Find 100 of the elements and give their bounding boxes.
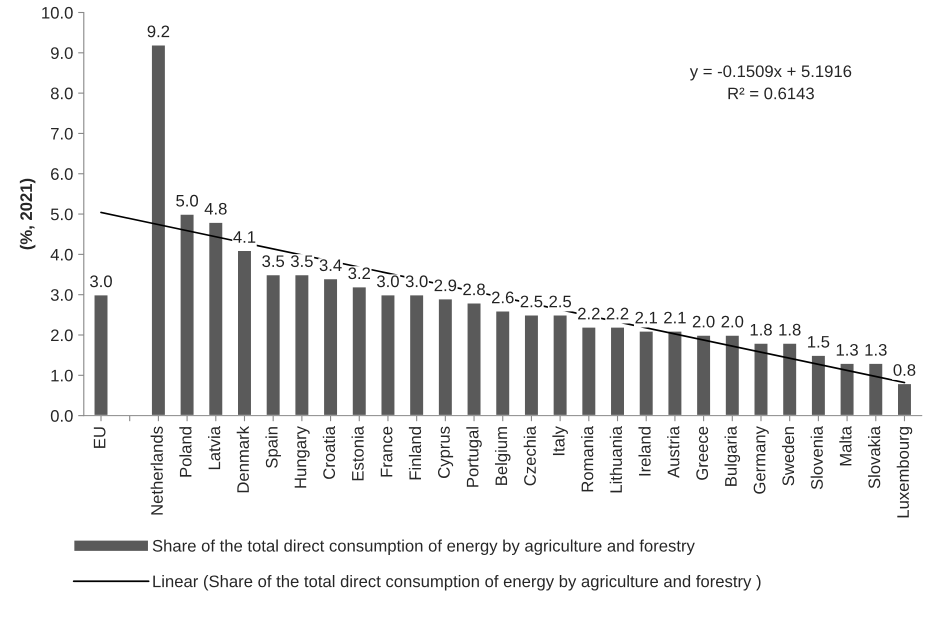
- y-tick-label: 10.0: [42, 6, 73, 19]
- bar: [724, 334, 740, 416]
- y-tick-label: 8.0: [50, 88, 73, 100]
- data-label: 1.8: [750, 324, 772, 336]
- bar: [610, 326, 626, 416]
- bar: [667, 330, 683, 416]
- x-tick-label: Portugal: [466, 427, 482, 487]
- x-tick-label: Romania: [581, 426, 594, 492]
- bar: [524, 314, 540, 416]
- data-label: 2.1: [664, 312, 686, 324]
- x-tick-label: Denmark: [236, 426, 249, 492]
- annotation: y = -0.1509x + 5.1916: [690, 65, 852, 80]
- data-label: 2.2: [606, 308, 628, 320]
- x-tick-label: Czechia: [524, 426, 536, 486]
- x-tick-label: Spain: [265, 427, 281, 468]
- bar: [466, 302, 482, 416]
- x-tick-label: Malta: [839, 426, 852, 466]
- bar: [93, 294, 109, 416]
- data-label: 2.5: [549, 296, 572, 308]
- x-tick-label: Ireland: [638, 427, 651, 476]
- x-tick-label: Slovenia: [810, 426, 823, 490]
- data-label: 5.0: [176, 194, 198, 207]
- data-label: 3.5: [290, 255, 313, 268]
- data-label: 3.5: [262, 255, 284, 268]
- x-tick-label: Slovakia: [868, 426, 880, 488]
- x-tick-label: Sweden: [782, 427, 794, 486]
- x-tick-label: EU: [94, 427, 106, 448]
- x-tick-label: Germany: [754, 426, 769, 494]
- data-label: 3.4: [320, 259, 342, 272]
- y-tick-label: 9.0: [50, 47, 73, 60]
- bar: [552, 314, 568, 416]
- bar: [839, 362, 855, 416]
- bar: [896, 382, 912, 416]
- bar: [580, 326, 597, 416]
- x-tick-label: Belgium: [494, 427, 511, 485]
- y-tick-label: 2.0: [51, 329, 73, 342]
- data-label: 3.2: [348, 267, 370, 280]
- bar: [782, 342, 798, 416]
- bar: [437, 298, 454, 416]
- data-label: 4.1: [233, 231, 256, 243]
- legend-label: Share of the total direct consumption of energy by agriculture and forestry: [152, 539, 695, 556]
- y-tick-label: 3.0: [50, 289, 73, 301]
- bar: [150, 44, 166, 416]
- x-tick-label: Austria: [667, 426, 680, 478]
- x-tick-label: Latvia: [208, 426, 220, 470]
- data-label: 3.0: [377, 275, 399, 288]
- data-label: 3.0: [406, 275, 428, 288]
- y-tick-label: 0.0: [50, 410, 73, 422]
- bar: [494, 310, 511, 416]
- y-tick-label: 6.0: [51, 168, 73, 180]
- bar: [380, 294, 396, 416]
- y-tick-label: 4.0: [50, 248, 73, 261]
- y-tick-label: 7.0: [51, 128, 73, 140]
- bar: [351, 286, 368, 416]
- data-label: 9.2: [148, 25, 170, 38]
- data-label: 2.1: [635, 312, 657, 324]
- data-label: 2.8: [463, 283, 485, 296]
- bar: [294, 274, 310, 416]
- bar: [753, 342, 769, 416]
- data-label: 1.3: [836, 344, 858, 356]
- x-tick-label: Estonia: [351, 426, 364, 480]
- data-label: 1.8: [779, 324, 801, 336]
- x-tick-label: Italy: [552, 426, 568, 456]
- data-label: 4.8: [204, 202, 227, 215]
- bar: [179, 213, 195, 416]
- x-tick-label: Cyprus: [438, 426, 454, 478]
- bar: [868, 362, 884, 416]
- data-label: 3.0: [90, 275, 112, 288]
- bar: [208, 221, 224, 416]
- bar: [638, 330, 654, 416]
- legend-label: Linear (Share of the total direct consumption of energy by agriculture and forestry ): [153, 575, 761, 591]
- data-label: 0.8: [894, 364, 916, 376]
- y-tick-label: 5.0: [50, 208, 73, 220]
- bar: [236, 250, 252, 416]
- data-label: 2.9: [434, 279, 456, 292]
- x-tick-label: Croatia: [322, 426, 336, 479]
- x-tick-label: Bulgaria: [724, 426, 740, 486]
- x-tick-label: France: [380, 426, 392, 477]
- bar: [810, 354, 826, 416]
- data-label: 2.0: [692, 316, 715, 328]
- data-label: 1.5: [808, 336, 830, 348]
- x-tick-label: Finland: [408, 427, 422, 480]
- data-label: 2.0: [722, 316, 744, 328]
- x-tick-label: Poland: [179, 427, 192, 477]
- x-tick-label: Hungary: [294, 426, 310, 488]
- bar: [265, 274, 282, 416]
- data-label: 2.6: [492, 292, 514, 304]
- x-tick-label: Lithuania: [610, 426, 622, 492]
- bar: [322, 278, 338, 416]
- data-label: 2.5: [520, 296, 542, 308]
- bar: [696, 334, 712, 416]
- data-label: 2.2: [578, 308, 600, 320]
- y-axis-title: (%, 2021): [20, 178, 36, 250]
- annotation: R² = 0.6143: [728, 88, 814, 100]
- y-tick-label: 1.0: [51, 370, 73, 382]
- x-tick-label: Netherlands: [150, 426, 163, 515]
- x-tick-label: Greece: [696, 426, 708, 480]
- data-label: 1.3: [865, 344, 887, 356]
- x-tick-label: Luxembourg: [896, 427, 912, 518]
- bar: [408, 294, 425, 416]
